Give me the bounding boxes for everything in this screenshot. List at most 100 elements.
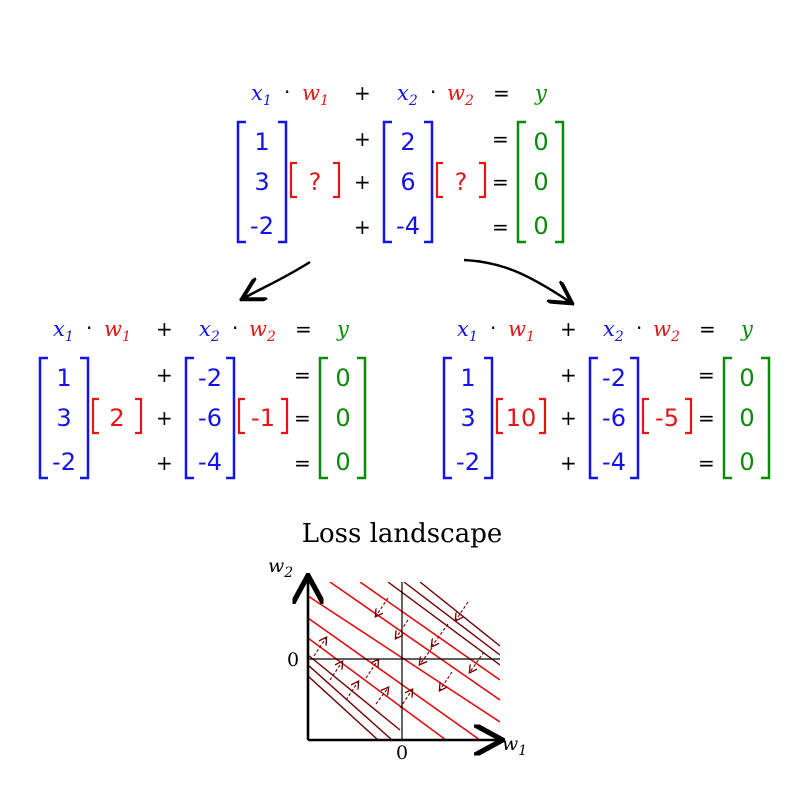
right-x1-brackets [442, 356, 494, 480]
header-plus: + [354, 81, 371, 105]
top-x1-entry: 1 [254, 128, 269, 156]
header-x2: x2 [199, 317, 220, 345]
header-w1: w1 [302, 81, 329, 109]
right-w1-scalar: 10 [495, 397, 547, 435]
contour-line [308, 637, 447, 740]
right-w1-value: 10 [506, 404, 537, 432]
right-y-brackets [722, 356, 771, 480]
right-equals: = [698, 363, 715, 387]
top-y-entry: 0 [533, 128, 548, 156]
left-x1-entry: 1 [56, 364, 71, 392]
top-y-entry: 0 [533, 212, 548, 240]
top-x2-entry: 2 [400, 128, 415, 156]
right-x2-vector: -2 -6 -4 [588, 356, 640, 480]
contour-line [308, 675, 379, 740]
top-plus: + [354, 215, 371, 239]
top-header: x1 · w1 + x2 · w2 = y [251, 80, 548, 109]
right-header: x1 · w1 + x2 · w2 = y [457, 316, 754, 345]
contour-line [308, 654, 401, 731]
right-x2-entry: -4 [602, 448, 626, 476]
top-w1-scalar: ? [289, 161, 341, 199]
contour-line [387, 582, 500, 666]
left-y-entry: 0 [335, 448, 350, 476]
top-equation: x1 · w1 + x2 · w2 = y 1 3 -2 ? + + + 2 [236, 80, 565, 244]
gradient-arrow [399, 690, 412, 709]
right-x1-vector: 1 3 -2 [442, 356, 494, 480]
right-plus: + [560, 363, 577, 387]
right-w2-value: -5 [655, 404, 679, 432]
left-plus: + [156, 363, 173, 387]
header-dot-1: · [86, 316, 92, 340]
top-x1-brackets [236, 120, 288, 244]
top-w2-brackets [435, 161, 487, 199]
header-w2: w2 [447, 81, 474, 109]
left-plus: + [156, 451, 173, 475]
left-x1-entry: -2 [52, 448, 76, 476]
left-x2-brackets [184, 356, 236, 480]
contour-line [403, 582, 500, 656]
left-w2-value: -1 [251, 404, 275, 432]
right-equals: = [698, 451, 715, 475]
header-x1: x1 [251, 81, 272, 109]
top-y-entry: 0 [533, 168, 548, 196]
header-dot-1: · [284, 80, 290, 104]
header-x1: x1 [457, 317, 478, 345]
header-y: y [336, 317, 350, 341]
top-plus: + [354, 127, 371, 151]
contour-line [308, 617, 481, 740]
right-x1-entry: -2 [456, 448, 480, 476]
left-x2-entry: -2 [198, 364, 222, 392]
right-w2-scalar: -5 [641, 397, 693, 435]
left-w1-value: 2 [109, 404, 124, 432]
top-x2-entry: 6 [400, 168, 415, 196]
header-w1: w1 [508, 317, 535, 345]
header-equals: = [295, 317, 312, 341]
gradient-arrow [313, 638, 326, 657]
gradient-arrow [432, 623, 449, 646]
header-equals: = [699, 317, 716, 341]
header-dot-2: · [430, 80, 436, 104]
left-y-brackets [318, 356, 367, 480]
header-equals: = [493, 81, 510, 105]
left-equation: x1 · w1 + x2 · w2 = y 1 3 -2 2 + + + -2 … [38, 316, 367, 480]
header-dot-2: · [636, 316, 642, 340]
top-x1-vector: 1 3 -2 [236, 120, 288, 244]
arrow-to-right-solution [463, 258, 570, 302]
arrow-to-left-solution [244, 260, 311, 298]
top-w1-value: ? [309, 168, 322, 196]
header-x1: x1 [53, 317, 74, 345]
top-equals: = [492, 215, 509, 239]
right-w2-brackets [641, 397, 693, 435]
right-x2-brackets [588, 356, 640, 480]
right-w1-brackets [495, 397, 547, 435]
left-x2-vector: -2 -6 -4 [184, 356, 236, 480]
w1-zero-tick: 0 [396, 742, 408, 764]
contour-line [329, 582, 500, 701]
top-x2-entry: -4 [396, 212, 420, 240]
right-x2-entry: -6 [602, 404, 626, 432]
gradient-arrow [470, 651, 485, 672]
gradient-arrow [345, 682, 358, 701]
loss-title: Loss landscape [302, 519, 503, 549]
header-w2: w2 [249, 317, 276, 345]
header-y: y [534, 81, 548, 105]
gradient-arrow [375, 688, 388, 705]
left-header: x1 · w1 + x2 · w2 = y [53, 316, 350, 345]
left-equals: = [294, 406, 311, 430]
contour-line [308, 664, 393, 740]
gradient-arrow [365, 660, 378, 679]
gradient-arrow [440, 671, 453, 690]
top-x1-entry: -2 [250, 212, 274, 240]
top-equals: = [492, 127, 509, 151]
right-plus: + [560, 451, 577, 475]
left-w2-brackets [237, 397, 289, 435]
top-equals: = [492, 170, 509, 194]
gradient-arrow [420, 647, 433, 664]
left-w1-scalar: 2 [91, 397, 143, 435]
top-y-vector: 0 0 0 [516, 120, 565, 244]
top-x1-entry: 3 [254, 168, 269, 196]
left-x2-entry: -6 [198, 404, 222, 432]
left-w2-scalar: -1 [237, 397, 289, 435]
left-y-entry: 0 [335, 404, 350, 432]
